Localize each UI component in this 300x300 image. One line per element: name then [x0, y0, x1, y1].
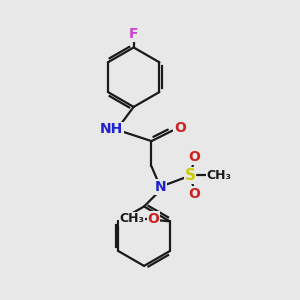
- Text: CH₃: CH₃: [207, 169, 232, 182]
- Text: O: O: [188, 150, 200, 164]
- Text: O: O: [188, 187, 200, 201]
- Text: N: N: [154, 180, 166, 194]
- Text: O: O: [174, 121, 186, 135]
- Text: O: O: [148, 212, 159, 226]
- Text: NH: NH: [100, 122, 123, 136]
- Text: CH₃: CH₃: [119, 212, 145, 226]
- Text: S: S: [184, 168, 196, 183]
- Text: F: F: [129, 27, 138, 41]
